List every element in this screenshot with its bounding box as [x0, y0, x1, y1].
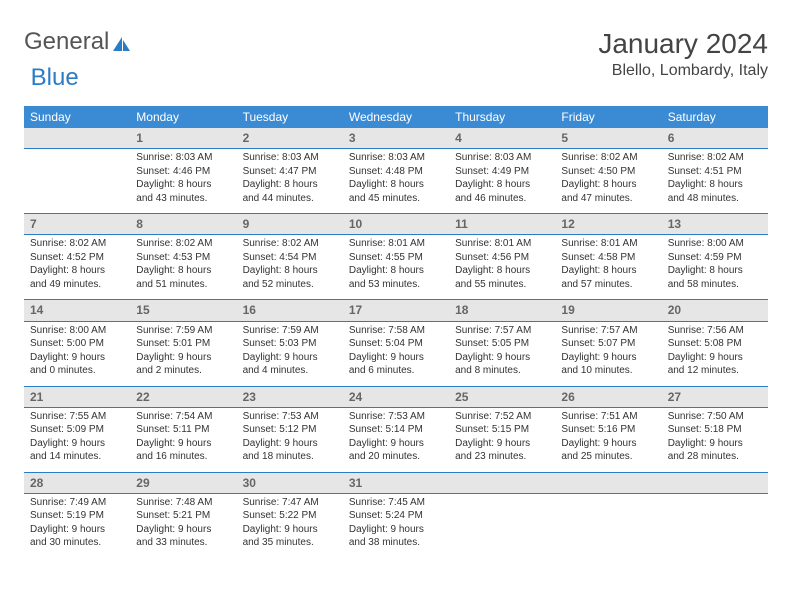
- day-content-cell: [555, 493, 661, 558]
- day-number-cell: 1: [130, 128, 236, 149]
- day-content-cell: Sunrise: 7:48 AMSunset: 5:21 PMDaylight:…: [130, 493, 236, 558]
- day-number-cell: 19: [555, 300, 661, 321]
- day-number-cell: 31: [343, 472, 449, 493]
- day-content-cell: Sunrise: 8:03 AMSunset: 4:48 PMDaylight:…: [343, 149, 449, 214]
- day-number-cell: 3: [343, 128, 449, 149]
- day-header: Saturday: [662, 106, 768, 128]
- logo-text-general: General: [24, 28, 109, 56]
- day-content-cell: Sunrise: 7:54 AMSunset: 5:11 PMDaylight:…: [130, 407, 236, 472]
- day-number-cell: 28: [24, 472, 130, 493]
- day-header: Friday: [555, 106, 661, 128]
- day-number-row: 14151617181920: [24, 300, 768, 321]
- day-content-cell: Sunrise: 8:03 AMSunset: 4:46 PMDaylight:…: [130, 149, 236, 214]
- day-number-cell: 17: [343, 300, 449, 321]
- day-number-cell: 16: [237, 300, 343, 321]
- day-content-cell: Sunrise: 7:59 AMSunset: 5:03 PMDaylight:…: [237, 321, 343, 386]
- calendar-body: 123456Sunrise: 8:03 AMSunset: 4:46 PMDay…: [24, 128, 768, 558]
- day-number-cell: 14: [24, 300, 130, 321]
- day-content-cell: Sunrise: 8:01 AMSunset: 4:56 PMDaylight:…: [449, 235, 555, 300]
- day-number-cell: [24, 128, 130, 149]
- day-number-cell: 18: [449, 300, 555, 321]
- day-number-row: 123456: [24, 128, 768, 149]
- day-number-cell: 30: [237, 472, 343, 493]
- day-header: Tuesday: [237, 106, 343, 128]
- day-number-cell: 20: [662, 300, 768, 321]
- day-content-cell: Sunrise: 7:55 AMSunset: 5:09 PMDaylight:…: [24, 407, 130, 472]
- day-content-cell: Sunrise: 8:03 AMSunset: 4:49 PMDaylight:…: [449, 149, 555, 214]
- day-content-cell: Sunrise: 8:02 AMSunset: 4:51 PMDaylight:…: [662, 149, 768, 214]
- day-number-row: 21222324252627: [24, 386, 768, 407]
- sail-icon: [113, 33, 131, 51]
- day-number-row: 78910111213: [24, 214, 768, 235]
- page-title: January 2024: [598, 28, 768, 60]
- day-content-row: Sunrise: 7:55 AMSunset: 5:09 PMDaylight:…: [24, 407, 768, 472]
- day-content-row: Sunrise: 8:02 AMSunset: 4:52 PMDaylight:…: [24, 235, 768, 300]
- day-content-cell: Sunrise: 7:49 AMSunset: 5:19 PMDaylight:…: [24, 493, 130, 558]
- day-number-cell: 9: [237, 214, 343, 235]
- day-number-cell: 26: [555, 386, 661, 407]
- day-content-cell: Sunrise: 8:02 AMSunset: 4:52 PMDaylight:…: [24, 235, 130, 300]
- day-content-cell: Sunrise: 8:02 AMSunset: 4:53 PMDaylight:…: [130, 235, 236, 300]
- day-content-row: Sunrise: 8:00 AMSunset: 5:00 PMDaylight:…: [24, 321, 768, 386]
- day-number-cell: 13: [662, 214, 768, 235]
- logo: General: [24, 28, 133, 56]
- day-number-cell: 22: [130, 386, 236, 407]
- day-number-cell: 7: [24, 214, 130, 235]
- day-content-row: Sunrise: 7:49 AMSunset: 5:19 PMDaylight:…: [24, 493, 768, 558]
- day-header: Sunday: [24, 106, 130, 128]
- logo-text-blue: Blue: [31, 64, 79, 91]
- day-content-cell: Sunrise: 7:57 AMSunset: 5:07 PMDaylight:…: [555, 321, 661, 386]
- day-number-cell: 11: [449, 214, 555, 235]
- day-number-row: 28293031: [24, 472, 768, 493]
- day-content-cell: Sunrise: 7:51 AMSunset: 5:16 PMDaylight:…: [555, 407, 661, 472]
- day-content-cell: Sunrise: 7:59 AMSunset: 5:01 PMDaylight:…: [130, 321, 236, 386]
- day-number-cell: [449, 472, 555, 493]
- day-header: Monday: [130, 106, 236, 128]
- day-content-cell: Sunrise: 8:03 AMSunset: 4:47 PMDaylight:…: [237, 149, 343, 214]
- day-content-cell: Sunrise: 7:53 AMSunset: 5:12 PMDaylight:…: [237, 407, 343, 472]
- day-number-cell: 2: [237, 128, 343, 149]
- day-header: Thursday: [449, 106, 555, 128]
- day-content-row: Sunrise: 8:03 AMSunset: 4:46 PMDaylight:…: [24, 149, 768, 214]
- day-number-cell: [555, 472, 661, 493]
- day-content-cell: Sunrise: 7:53 AMSunset: 5:14 PMDaylight:…: [343, 407, 449, 472]
- day-content-cell: Sunrise: 7:57 AMSunset: 5:05 PMDaylight:…: [449, 321, 555, 386]
- day-content-cell: Sunrise: 8:00 AMSunset: 4:59 PMDaylight:…: [662, 235, 768, 300]
- day-content-cell: Sunrise: 8:01 AMSunset: 4:55 PMDaylight:…: [343, 235, 449, 300]
- day-number-cell: 4: [449, 128, 555, 149]
- day-content-cell: Sunrise: 8:02 AMSunset: 4:50 PMDaylight:…: [555, 149, 661, 214]
- day-number-cell: 5: [555, 128, 661, 149]
- day-number-cell: 15: [130, 300, 236, 321]
- title-block: January 2024 Blello, Lombardy, Italy: [598, 28, 768, 80]
- day-content-cell: Sunrise: 7:45 AMSunset: 5:24 PMDaylight:…: [343, 493, 449, 558]
- day-content-cell: Sunrise: 7:58 AMSunset: 5:04 PMDaylight:…: [343, 321, 449, 386]
- location-text: Blello, Lombardy, Italy: [598, 62, 768, 80]
- day-number-cell: [662, 472, 768, 493]
- day-content-cell: [24, 149, 130, 214]
- day-content-cell: Sunrise: 8:02 AMSunset: 4:54 PMDaylight:…: [237, 235, 343, 300]
- day-number-cell: 24: [343, 386, 449, 407]
- day-number-cell: 27: [662, 386, 768, 407]
- calendar-head: SundayMondayTuesdayWednesdayThursdayFrid…: [24, 106, 768, 128]
- day-header: Wednesday: [343, 106, 449, 128]
- day-content-cell: Sunrise: 7:50 AMSunset: 5:18 PMDaylight:…: [662, 407, 768, 472]
- day-content-cell: Sunrise: 7:52 AMSunset: 5:15 PMDaylight:…: [449, 407, 555, 472]
- day-content-cell: Sunrise: 8:00 AMSunset: 5:00 PMDaylight:…: [24, 321, 130, 386]
- day-content-cell: Sunrise: 8:01 AMSunset: 4:58 PMDaylight:…: [555, 235, 661, 300]
- day-number-cell: 21: [24, 386, 130, 407]
- day-number-cell: 8: [130, 214, 236, 235]
- day-number-cell: 6: [662, 128, 768, 149]
- day-content-cell: [662, 493, 768, 558]
- day-number-cell: 10: [343, 214, 449, 235]
- day-content-cell: [449, 493, 555, 558]
- day-content-cell: Sunrise: 7:47 AMSunset: 5:22 PMDaylight:…: [237, 493, 343, 558]
- day-number-cell: 25: [449, 386, 555, 407]
- calendar-table: SundayMondayTuesdayWednesdayThursdayFrid…: [24, 106, 768, 558]
- day-content-cell: Sunrise: 7:56 AMSunset: 5:08 PMDaylight:…: [662, 321, 768, 386]
- day-number-cell: 29: [130, 472, 236, 493]
- day-number-cell: 23: [237, 386, 343, 407]
- day-number-cell: 12: [555, 214, 661, 235]
